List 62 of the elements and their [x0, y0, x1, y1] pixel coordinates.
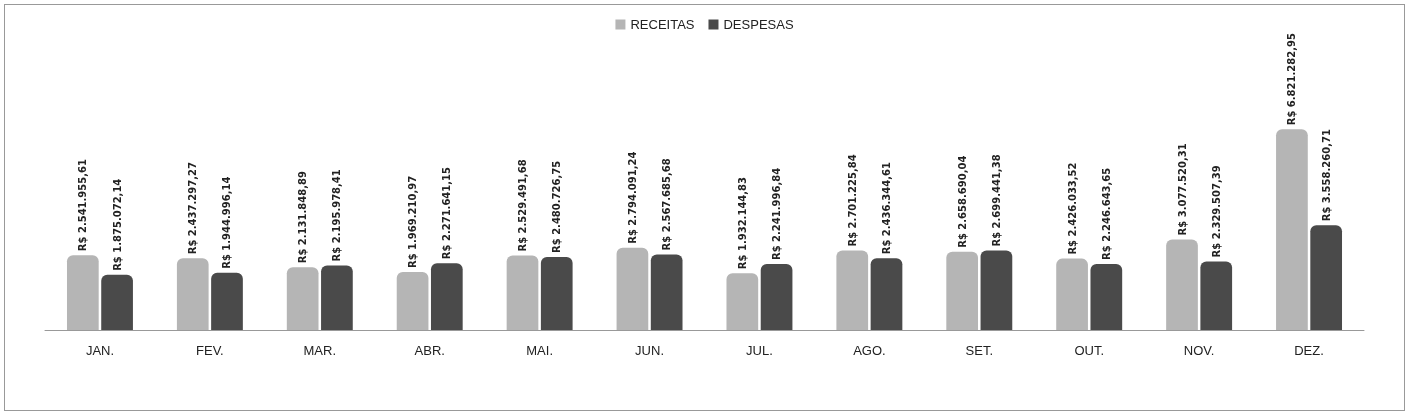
data-label: R$ 2.480.726,75 [551, 160, 563, 254]
bar [1056, 258, 1088, 330]
data-label: R$ 2.436.344,61 [881, 162, 892, 255]
bar [321, 265, 353, 330]
x-tick-label: MAR. [303, 343, 337, 358]
x-tick-label: NOV. [1183, 343, 1215, 358]
data-label: R$ 2.131.848,89 [297, 171, 309, 264]
bar [1090, 263, 1123, 330]
data-label: R$ 2.271.641,15 [441, 166, 453, 260]
bar [430, 263, 463, 330]
bar [1200, 261, 1233, 330]
data-label: R$ 2.437.297,27 [187, 162, 199, 255]
bar [726, 273, 759, 330]
data-label: R$ 2.195.978,41 [331, 169, 343, 262]
data-label: R$ 2.426.033,52 [1066, 162, 1078, 255]
x-tick-label: OUT. [1074, 343, 1105, 358]
x-tick-label: JUN. [635, 343, 664, 358]
data-label: R$ 2.794.091,24 [626, 151, 638, 244]
bar [211, 272, 243, 330]
bar [616, 247, 649, 330]
bar [176, 258, 209, 330]
bar [1310, 225, 1343, 330]
legend-label: DESPESAS [723, 17, 794, 32]
bar [506, 255, 539, 330]
data-label: R$ 1.944.996,14 [221, 176, 233, 269]
bar [540, 257, 573, 330]
bar [870, 258, 903, 330]
x-tick-label: MAI. [526, 343, 553, 358]
x-tick-label: JAN. [85, 343, 115, 358]
data-label: R$ 1.875.072,14 [111, 178, 123, 271]
x-tick-label: SET. [965, 343, 994, 358]
data-label: R$ 2.567.685,68 [661, 158, 673, 251]
x-tick-label: FEV. [196, 343, 224, 358]
data-label: R$ 2.246.643,65 [1100, 167, 1112, 260]
data-label: R$ 3.558.260,71 [1320, 129, 1332, 222]
x-tick-label: DEZ. [1294, 343, 1324, 358]
bar [650, 254, 683, 330]
bar [836, 250, 869, 330]
legend-label: RECEITAS [630, 17, 695, 32]
bar [66, 255, 99, 330]
data-label: R$ 2.241.996,84 [771, 167, 783, 261]
bar [101, 274, 133, 330]
bar [1166, 239, 1198, 330]
bar [1276, 129, 1308, 330]
data-label: R$ 6.821.282,95 [1286, 33, 1298, 126]
data-label: R$ 2.701.225,84 [846, 154, 858, 247]
bar [396, 272, 429, 330]
data-label: R$ 1.969.210,97 [407, 175, 419, 269]
bar [980, 250, 1013, 330]
data-label: R$ 2.699.441,38 [990, 154, 1002, 247]
data-label: R$ 2.541.955,61 [77, 159, 89, 252]
bar [946, 251, 979, 330]
data-label: R$ 2.658.690,04 [956, 155, 968, 248]
x-tick-label: AGO. [853, 343, 886, 358]
x-tick-label: JUL. [746, 343, 773, 358]
data-label: R$ 2.529.491,68 [517, 159, 528, 252]
data-label: R$ 3.077.520,31 [1176, 143, 1188, 236]
x-tick-label: ABR. [414, 343, 445, 358]
bar [760, 264, 793, 330]
data-label: R$ 1.932.144,83 [736, 176, 748, 270]
data-label: R$ 2.329.507,39 [1210, 165, 1222, 258]
bar [286, 267, 319, 330]
